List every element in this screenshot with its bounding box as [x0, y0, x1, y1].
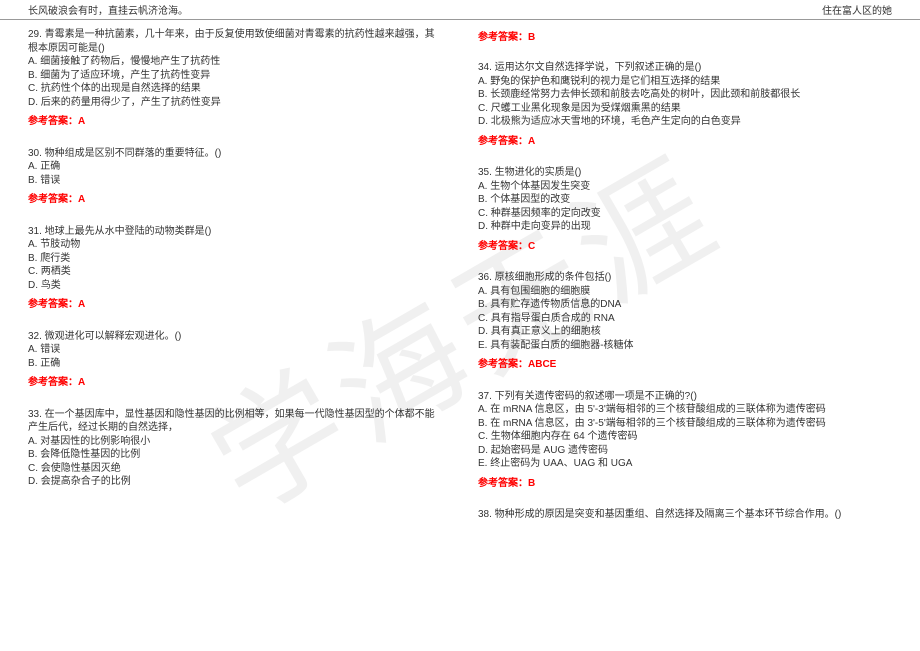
q32-text: 32. 微观进化可以解释宏观进化。(): [28, 330, 442, 344]
q36-opt-e: E. 具有装配蛋白质的细胞器-核糖体: [478, 339, 892, 353]
q35-opt-a: A. 生物个体基因发生突变: [478, 180, 892, 194]
q31-text: 31. 地球上最先从水中登陆的动物类群是(): [28, 225, 442, 239]
left-column: 29. 青霉素是一种抗菌素，几十年来，由于反复使用致使细菌对青霉素的抗药性越来越…: [28, 20, 460, 540]
question-33: 33. 在一个基因库中，显性基因和隐性基因的比例相等，如果每一代隐性基因型的个体…: [28, 408, 442, 489]
question-30: 30. 物种组成是区别不同群落的重要特征。() A. 正确 B. 错误 参考答案…: [28, 147, 442, 207]
q33-opt-a: A. 对基因性的比例影响很小: [28, 435, 442, 449]
q32-answer: 参考答案：A: [28, 376, 442, 390]
q31-opt-a: A. 节肢动物: [28, 238, 442, 252]
question-37: 37. 下列有关遗传密码的叙述哪一项是不正确的?() A. 在 mRNA 信息区…: [478, 390, 892, 491]
q34-opt-d: D. 北极熊为适应冰天雪地的环境，毛色产生定向的白色变异: [478, 115, 892, 129]
q31-answer: 参考答案：A: [28, 298, 442, 312]
q37-opt-d: D. 起始密码是 AUG 遗传密码: [478, 444, 892, 458]
q29-answer: 参考答案：A: [28, 115, 442, 129]
q36-text: 36. 原核细胞形成的条件包括(): [478, 271, 892, 285]
q36-answer: 参考答案：ABCE: [478, 358, 892, 372]
q35-opt-c: C. 种群基因频率的定向改变: [478, 207, 892, 221]
question-32: 32. 微观进化可以解释宏观进化。() A. 错误 B. 正确 参考答案：A: [28, 330, 442, 390]
q37-opt-e: E. 终止密码为 UAA、UAG 和 UGA: [478, 457, 892, 471]
q34-text: 34. 运用达尔文自然选择学说，下列叙述正确的是(): [478, 61, 892, 75]
q37-opt-b: B. 在 mRNA 信息区，由 3'-5'端每相邻的三个核苷酸组成的三联体称为遗…: [478, 417, 892, 431]
header-right-text: 住在富人区的她: [822, 2, 892, 17]
prev-question-answer: 参考答案：B: [478, 28, 892, 43]
q29-opt-c: C. 抗药性个体的出现是自然选择的结果: [28, 82, 442, 96]
q31-opt-d: D. 鸟类: [28, 279, 442, 293]
q30-answer: 参考答案：A: [28, 193, 442, 207]
right-column: 参考答案：B 34. 运用达尔文自然选择学说，下列叙述正确的是() A. 野兔的…: [460, 20, 892, 540]
q33-text: 33. 在一个基因库中，显性基因和隐性基因的比例相等，如果每一代隐性基因型的个体…: [28, 408, 442, 435]
q32-opt-b: B. 正确: [28, 357, 442, 371]
question-38: 38. 物种形成的原因是突变和基因重组、自然选择及隔离三个基本环节综合作用。(): [478, 508, 892, 522]
q36-opt-d: D. 具有真正意义上的细胞核: [478, 325, 892, 339]
q36-opt-b: B. 具有贮存遗传物质信息的DNA: [478, 298, 892, 312]
q30-opt-a: A. 正确: [28, 160, 442, 174]
page-header: 长风破浪会有时，直挂云帆济沧海。 住在富人区的她: [0, 0, 920, 20]
q34-opt-a: A. 野兔的保护色和鹰锐利的视力是它们相互选择的结果: [478, 75, 892, 89]
q35-opt-b: B. 个体基因型的改变: [478, 193, 892, 207]
q37-answer: 参考答案：B: [478, 477, 892, 491]
q30-text: 30. 物种组成是区别不同群落的重要特征。(): [28, 147, 442, 161]
q34-opt-b: B. 长颈鹿经常努力去伸长颈和前肢去吃高处的树叶，因此颈和前肢都很长: [478, 88, 892, 102]
q37-text: 37. 下列有关遗传密码的叙述哪一项是不正确的?(): [478, 390, 892, 404]
q33-opt-d: D. 会提高杂合子的比例: [28, 475, 442, 489]
q34-answer: 参考答案：A: [478, 135, 892, 149]
q37-opt-c: C. 生物体细胞内存在 64 个遗传密码: [478, 430, 892, 444]
q32-opt-a: A. 错误: [28, 343, 442, 357]
question-34: 34. 运用达尔文自然选择学说，下列叙述正确的是() A. 野兔的保护色和鹰锐利…: [478, 61, 892, 148]
q29-text: 29. 青霉素是一种抗菌素，几十年来，由于反复使用致使细菌对青霉素的抗药性越来越…: [28, 28, 442, 55]
q29-opt-b: B. 细菌为了适应环境，产生了抗药性变异: [28, 69, 442, 83]
q34-opt-c: C. 尺蠖工业黑化现象是因为受煤烟熏黑的结果: [478, 102, 892, 116]
question-36: 36. 原核细胞形成的条件包括() A. 具有包围细胞的细胞膜 B. 具有贮存遗…: [478, 271, 892, 372]
q33-opt-b: B. 会降低隐性基因的比例: [28, 448, 442, 462]
q35-opt-d: D. 种群中走向变异的出现: [478, 220, 892, 234]
q36-opt-a: A. 具有包围细胞的细胞膜: [478, 285, 892, 299]
q31-opt-b: B. 爬行类: [28, 252, 442, 266]
q36-opt-c: C. 具有指导蛋白质合成的 RNA: [478, 312, 892, 326]
q35-text: 35. 生物进化的实质是(): [478, 166, 892, 180]
q31-opt-c: C. 两栖类: [28, 265, 442, 279]
q29-opt-d: D. 后来的药量用得少了，产生了抗药性变异: [28, 96, 442, 110]
q29-opt-a: A. 细菌接触了药物后，慢慢地产生了抗药性: [28, 55, 442, 69]
q38-text: 38. 物种形成的原因是突变和基因重组、自然选择及隔离三个基本环节综合作用。(): [478, 508, 892, 522]
question-31: 31. 地球上最先从水中登陆的动物类群是() A. 节肢动物 B. 爬行类 C.…: [28, 225, 442, 312]
q37-opt-a: A. 在 mRNA 信息区，由 5'-3'端每相邻的三个核苷酸组成的三联体称为遗…: [478, 403, 892, 417]
q33-opt-c: C. 会使隐性基因灭绝: [28, 462, 442, 476]
question-35: 35. 生物进化的实质是() A. 生物个体基因发生突变 B. 个体基因型的改变…: [478, 166, 892, 253]
q35-answer: 参考答案：C: [478, 240, 892, 254]
page-content: 29. 青霉素是一种抗菌素，几十年来，由于反复使用致使细菌对青霉素的抗药性越来越…: [0, 20, 920, 540]
header-left-quote: 长风破浪会有时，直挂云帆济沧海。: [28, 2, 188, 17]
q30-opt-b: B. 错误: [28, 174, 442, 188]
question-29: 29. 青霉素是一种抗菌素，几十年来，由于反复使用致使细菌对青霉素的抗药性越来越…: [28, 28, 442, 129]
